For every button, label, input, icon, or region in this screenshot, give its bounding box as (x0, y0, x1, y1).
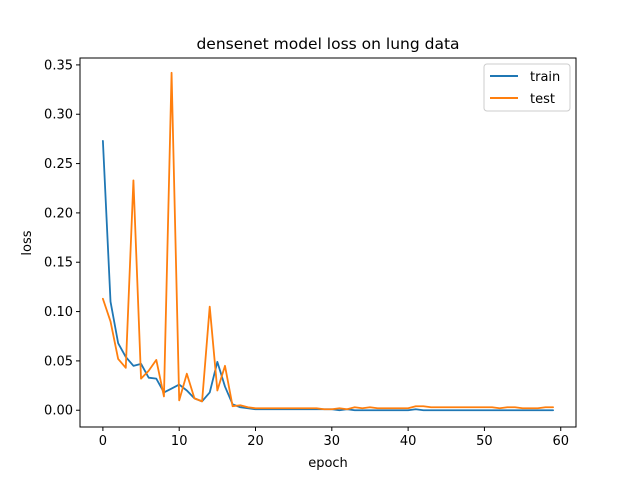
x-tick-label: 40 (400, 434, 417, 449)
y-tick-label: 0.00 (44, 404, 73, 419)
plot-frame (79, 57, 577, 428)
legend-train-label: train (530, 70, 560, 85)
y-tick-label: 0.25 (44, 157, 73, 172)
y-tick-label: 0.05 (44, 354, 73, 369)
series-lines (101, 71, 555, 412)
x-axis-ticks: 0 10 20 30 40 50 60 (99, 427, 569, 449)
x-tick-label: 10 (171, 434, 188, 449)
x-tick-label: 50 (476, 434, 493, 449)
y-axis-ticks: 0.00 0.05 0.10 0.15 0.20 0.25 0.30 0.35 (44, 58, 80, 419)
legend-test-label: test (530, 92, 555, 107)
y-tick-label: 0.35 (44, 58, 73, 73)
series-line-test (101, 71, 555, 411)
x-tick-label: 0 (99, 434, 107, 449)
y-axis-label: loss (20, 230, 35, 255)
x-tick-label: 30 (324, 434, 341, 449)
x-axis-label: epoch (308, 456, 348, 471)
y-tick-label: 0.20 (44, 206, 73, 221)
x-tick-label: 20 (247, 434, 264, 449)
x-tick-label: 60 (552, 434, 569, 449)
chart-title: densenet model loss on lung data (196, 35, 459, 53)
plot-area: 0.00 0.05 0.10 0.15 0.20 0.25 0.30 0.35 0 10 20 30… (44, 57, 577, 449)
y-tick-label: 0.10 (44, 305, 73, 320)
y-tick-label: 0.15 (44, 256, 73, 271)
legend: train test (483, 63, 571, 112)
series-line-train (101, 139, 555, 412)
y-tick-label: 0.30 (44, 108, 73, 123)
